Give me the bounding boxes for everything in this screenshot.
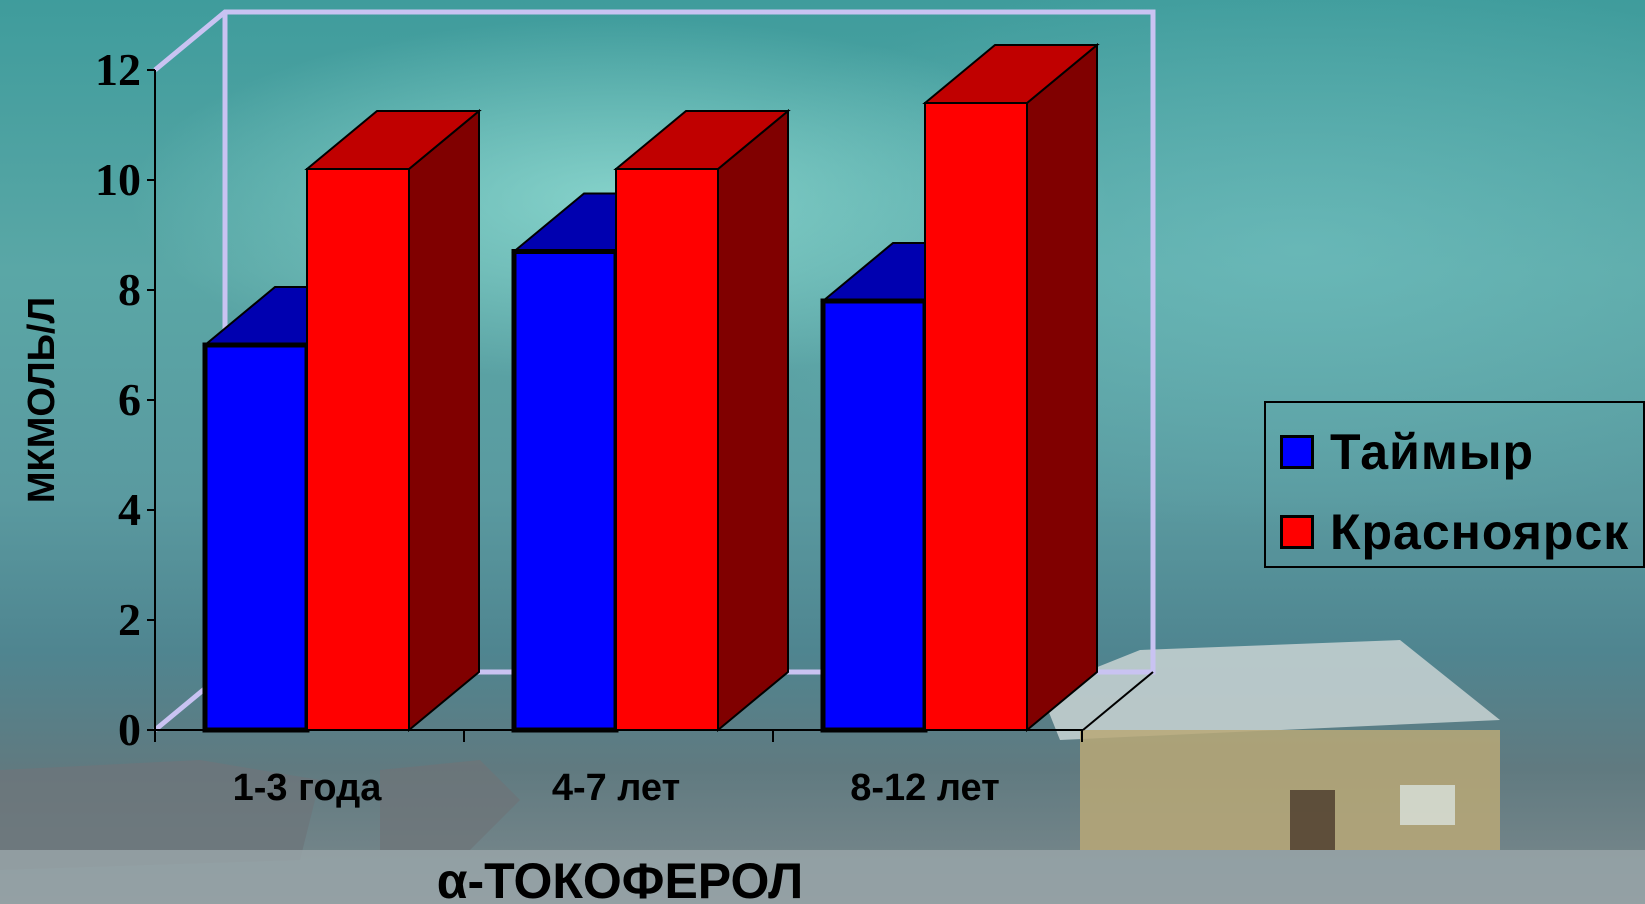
legend-swatch-taimyr <box>1280 435 1314 469</box>
legend-swatch-krasnoyarsk <box>1280 515 1314 549</box>
chart-labels: 0 2 4 6 8 10 12 1-3 года 4-7 лет 8-12 лет <box>95 44 1000 809</box>
bar-side <box>717 108 789 733</box>
bar <box>924 102 1028 731</box>
legend-label-krasnoyarsk: Красноярск <box>1330 504 1630 560</box>
chart-bars <box>202 42 1100 733</box>
bar <box>306 168 410 731</box>
x-axis-title: α-ТОКОФЕРОЛ <box>437 853 803 904</box>
y-tick-label: 0 <box>118 704 141 755</box>
y-axis-title: МКМОЛЬ/Л <box>21 297 63 503</box>
legend-item-krasnoyarsk: Красноярск <box>1280 503 1629 561</box>
y-tick-label: 4 <box>118 484 141 535</box>
background-shed-mid <box>380 760 520 850</box>
y-tick-label: 12 <box>95 44 141 95</box>
x-tick-label: 1-3 года <box>233 767 383 809</box>
y-tick-label: 10 <box>95 154 141 205</box>
legend-label-taimyr: Таймыр <box>1330 424 1535 480</box>
y-tick-label: 8 <box>118 264 141 315</box>
y-tick-label: 2 <box>118 594 141 645</box>
y-tick-label: 6 <box>118 374 141 425</box>
chart-legend: Таймыр Красноярск <box>1264 401 1645 568</box>
bar <box>511 249 619 733</box>
floor-right-edge <box>1082 671 1154 731</box>
x-tick-label: 8-12 лет <box>850 767 1000 809</box>
bar-side <box>408 108 480 733</box>
background-snow <box>0 850 1645 904</box>
x-tick-label: 4-7 лет <box>552 767 680 809</box>
background-door <box>1290 790 1335 850</box>
bar <box>615 168 719 731</box>
legend-item-taimyr: Таймыр <box>1280 423 1534 481</box>
bar-side <box>1026 42 1098 733</box>
bar <box>202 342 310 733</box>
background-shed-left <box>0 760 320 870</box>
background-window <box>1400 785 1455 825</box>
bar <box>820 298 928 733</box>
